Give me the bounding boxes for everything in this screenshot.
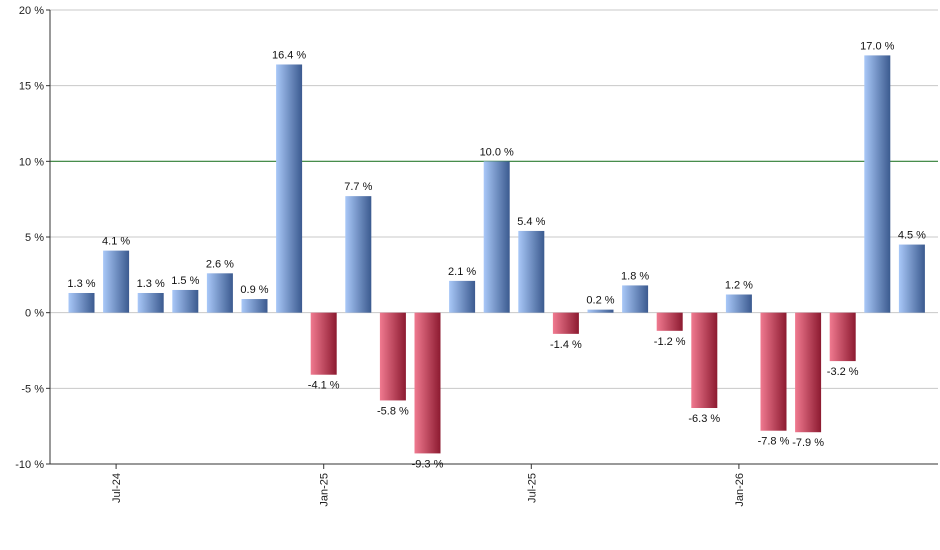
- data-label: 4.5 %: [898, 230, 926, 242]
- bar: [656, 312, 683, 331]
- data-label: -5.8 %: [377, 405, 409, 417]
- bar: [172, 289, 199, 313]
- data-label: -1.4 %: [550, 339, 582, 351]
- bar: [483, 161, 510, 313]
- bar: [276, 64, 303, 313]
- data-label: 0.2 %: [586, 295, 614, 307]
- bar: [241, 299, 268, 313]
- x-tick-label: Jan-26: [734, 473, 746, 507]
- bar: [68, 292, 95, 313]
- bars: [68, 55, 925, 454]
- bar: [414, 312, 441, 454]
- bar: [587, 309, 614, 313]
- data-label: -9.3 %: [412, 458, 444, 470]
- bar: [206, 273, 233, 313]
- data-label: 17.0 %: [860, 40, 894, 52]
- bar: [345, 196, 372, 313]
- data-label: 10.0 %: [480, 146, 514, 158]
- bar: [103, 250, 130, 313]
- bar: [898, 244, 925, 313]
- data-label: 1.2 %: [725, 280, 753, 292]
- x-tick-label: Jul-25: [526, 473, 538, 503]
- y-tick-label: 15 %: [19, 81, 44, 93]
- y-tick-label: -10 %: [15, 459, 44, 471]
- data-label: -4.1 %: [308, 380, 340, 392]
- data-label: 2.6 %: [206, 258, 234, 270]
- data-label: 4.1 %: [102, 236, 130, 248]
- y-tick-label: 20 %: [19, 5, 44, 17]
- bar: [829, 312, 856, 362]
- y-tick-label: 0 %: [25, 308, 44, 320]
- data-label: 5.4 %: [517, 216, 545, 228]
- bar: [795, 312, 822, 433]
- data-label: 0.9 %: [240, 284, 268, 296]
- bar: [760, 312, 787, 431]
- data-label: 1.3 %: [67, 278, 95, 290]
- bar: [622, 285, 649, 313]
- data-label: -3.2 %: [827, 366, 859, 378]
- data-label: 1.5 %: [171, 275, 199, 287]
- data-label: 7.7 %: [344, 181, 372, 193]
- x-tick-label: Jul-24: [111, 473, 123, 503]
- bar: [137, 292, 164, 313]
- x-tick-label: Jan-25: [319, 473, 331, 507]
- data-label: -1.2 %: [654, 336, 686, 348]
- y-tick-label: 10 %: [19, 156, 44, 168]
- bar: [518, 230, 545, 313]
- bar: [379, 312, 406, 401]
- axes: -10 % -5 % 0 % 5 % 10 % 15 % 20 % Jul-24 Jan-25 J…: [15, 5, 938, 507]
- data-label: -7.9 %: [792, 437, 824, 449]
- data-label: -7.8 %: [758, 436, 790, 448]
- y-tick-label: -5 %: [21, 383, 44, 395]
- data-label: 16.4 %: [272, 49, 306, 61]
- bar: [310, 312, 337, 375]
- data-label: -6.3 %: [688, 413, 720, 425]
- bar: [552, 312, 579, 334]
- bar: [725, 294, 752, 313]
- data-label: 1.8 %: [621, 270, 649, 282]
- bar: [449, 280, 476, 313]
- data-labels: 1.3 % 4.1 % 1.3 % 1.5 % 2.6 % 0.9 % 16.4 % -4.1…: [67, 40, 926, 470]
- bar: [691, 312, 718, 409]
- y-tick-label: 5 %: [25, 232, 44, 244]
- data-label: 2.1 %: [448, 266, 476, 278]
- bar: [864, 55, 891, 313]
- data-label: 1.3 %: [137, 278, 165, 290]
